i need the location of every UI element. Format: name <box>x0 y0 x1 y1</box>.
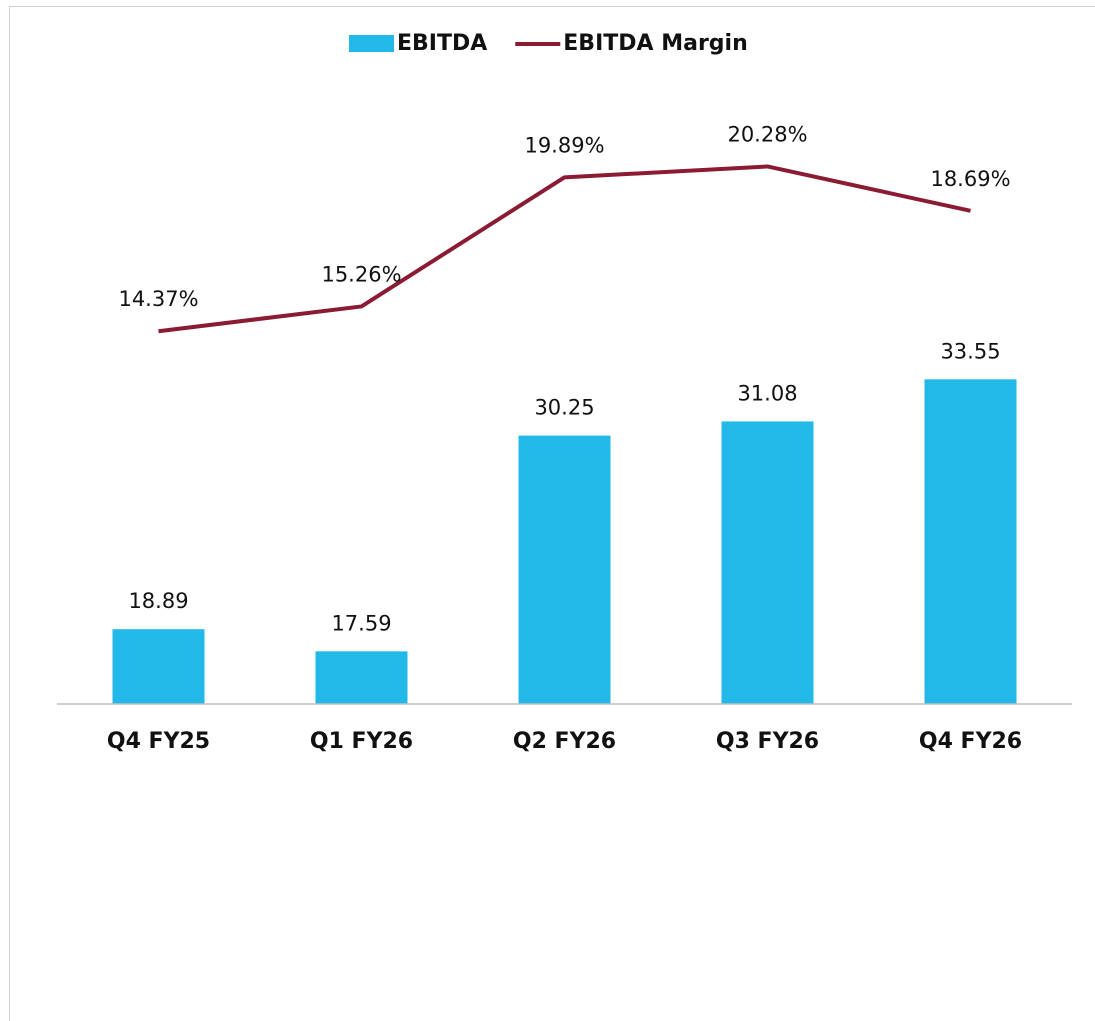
line-value-label: 14.37% <box>118 287 198 311</box>
bar <box>112 629 205 704</box>
x-tick-label: Q4 FY25 <box>107 729 210 754</box>
x-tick-label: Q4 FY26 <box>919 729 1022 754</box>
bar-value-label: 17.59 <box>331 611 391 635</box>
line-value-label: 19.89% <box>524 133 604 157</box>
bar-value-label: 18.89 <box>128 589 188 613</box>
bar-value-label: 33.55 <box>940 339 1000 363</box>
x-tick-label: Q2 FY26 <box>513 729 616 754</box>
legend-label: EBITDA <box>397 31 487 56</box>
bar <box>315 651 408 704</box>
chart-frame <box>9 6 1095 1021</box>
legend-label: EBITDA Margin <box>563 31 747 56</box>
bar-value-label: 31.08 <box>737 381 797 405</box>
line-value-label: 18.69% <box>930 167 1010 191</box>
line <box>158 164 971 334</box>
bar <box>721 421 814 704</box>
bar-value-label: 30.25 <box>534 396 594 420</box>
line-value-label: 20.28% <box>727 122 807 146</box>
line-value-label: 15.26% <box>321 262 401 286</box>
bar <box>518 435 611 704</box>
legend-swatch <box>349 35 394 52</box>
x-tick-label: Q3 FY26 <box>716 729 819 754</box>
x-tick-label: Q1 FY26 <box>310 729 413 754</box>
bar <box>924 379 1017 704</box>
